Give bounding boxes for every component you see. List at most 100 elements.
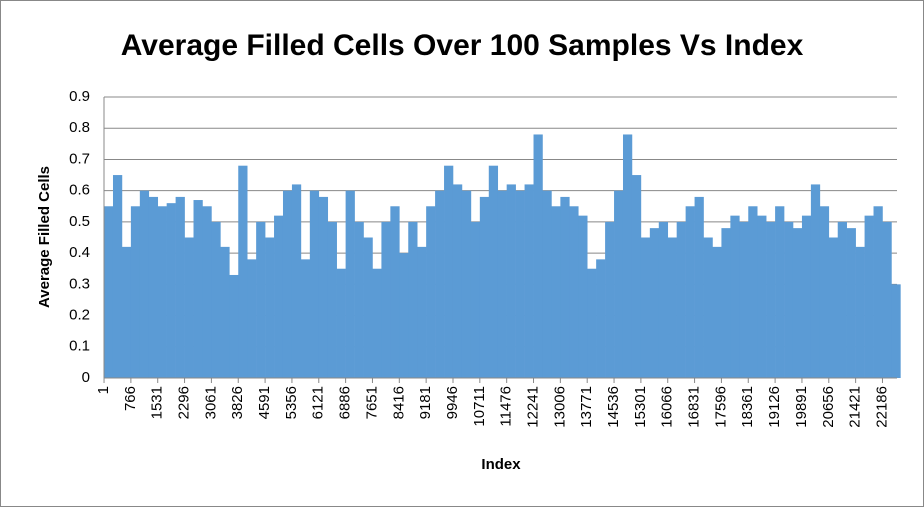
- bar: [363, 237, 373, 378]
- bar: [882, 221, 892, 378]
- bar: [444, 165, 454, 378]
- bar: [274, 215, 284, 378]
- bar: [175, 196, 185, 378]
- y-tick-label: 0.3: [69, 275, 90, 292]
- bar: [828, 237, 839, 378]
- bar: [309, 190, 320, 378]
- bar: [497, 190, 507, 378]
- bar: [238, 165, 248, 378]
- bar: [551, 206, 561, 378]
- bar: [873, 206, 883, 378]
- bar: [855, 246, 865, 378]
- bar: [399, 253, 409, 378]
- bar: [506, 184, 516, 378]
- bar: [345, 190, 355, 378]
- x-tick-label: 21421: [847, 386, 864, 428]
- bar: [891, 284, 901, 378]
- x-tick-label: 9946: [444, 386, 461, 419]
- x-tick-label: 7651: [363, 386, 380, 419]
- x-tick-label: 9181: [417, 386, 434, 419]
- bar: [220, 246, 230, 378]
- y-tick-label: 0.8: [69, 119, 90, 136]
- bar: [837, 221, 847, 378]
- bar: [784, 221, 794, 378]
- bar: [792, 228, 803, 378]
- x-tick-label: 3826: [229, 386, 246, 419]
- x-tick-label: 4591: [256, 386, 273, 419]
- bar: [801, 215, 812, 378]
- y-axis-title: Average Filled Cells: [36, 166, 53, 308]
- bar: [426, 206, 436, 378]
- bar: [775, 206, 785, 378]
- x-tick-label: 10711: [471, 386, 488, 427]
- x-tick-label: 19126: [766, 386, 783, 428]
- x-tick-label: 13006: [551, 386, 568, 428]
- bar: [157, 206, 167, 378]
- x-tick-label: 11476: [498, 386, 515, 427]
- bar: [846, 228, 856, 378]
- x-tick-label: 6886: [337, 386, 354, 419]
- bar: [667, 237, 677, 378]
- bar: [202, 206, 212, 378]
- x-tick-label: 16831: [686, 386, 703, 428]
- x-tick-label: 1531: [149, 386, 166, 419]
- x-tick-label: 15301: [632, 386, 649, 428]
- x-tick-label: 20656: [820, 386, 837, 428]
- bar: [757, 215, 767, 378]
- bar: [569, 206, 579, 378]
- bar: [864, 215, 874, 378]
- bar: [748, 206, 758, 378]
- bar: [587, 268, 597, 378]
- bar: [256, 221, 266, 378]
- bar: [336, 268, 346, 378]
- bar: [166, 203, 176, 378]
- bar: [524, 184, 534, 378]
- bar: [327, 221, 337, 378]
- bar: [640, 237, 651, 378]
- bar: [435, 190, 445, 378]
- x-tick-label: 766: [122, 386, 139, 411]
- y-tick-label: 0.1: [69, 338, 90, 355]
- bar: [300, 259, 311, 378]
- bar: [658, 221, 669, 378]
- x-tick-label: 22186: [873, 386, 890, 428]
- bar: [282, 190, 293, 378]
- x-tick-label: 17596: [712, 386, 729, 428]
- bar: [631, 175, 642, 378]
- bar: [139, 190, 150, 378]
- bar: [112, 175, 123, 378]
- bar: [318, 196, 329, 378]
- y-tick-label: 0.4: [69, 244, 90, 261]
- bar: [578, 215, 588, 378]
- x-tick-label: 1: [95, 386, 112, 394]
- bar: [614, 190, 624, 378]
- bar: [703, 237, 713, 378]
- bar: [291, 184, 302, 378]
- bar: [461, 190, 472, 378]
- bar: [605, 221, 615, 378]
- bar: [515, 190, 525, 378]
- bar: [148, 196, 159, 378]
- x-tick-label: 19891: [793, 386, 810, 428]
- chart-title: Average Filled Cells Over 100 Samples Vs…: [121, 29, 804, 62]
- bar: [229, 274, 239, 378]
- x-tick-label: 13771: [578, 386, 595, 428]
- y-tick-label: 0.7: [69, 150, 90, 167]
- bar: [354, 221, 364, 378]
- bar: [739, 221, 749, 378]
- bar: [676, 221, 686, 378]
- bar: [265, 237, 275, 378]
- y-tick-label: 0.9: [69, 88, 90, 105]
- bar: [721, 228, 731, 378]
- bar: [211, 221, 221, 378]
- bar: [712, 246, 722, 378]
- x-tick-label: 16066: [659, 386, 676, 428]
- bar: [694, 196, 704, 378]
- bar: [685, 206, 695, 378]
- y-tick-label: 0.2: [69, 307, 90, 324]
- bar: [193, 200, 203, 378]
- bar: [730, 215, 740, 378]
- bar: [121, 246, 132, 378]
- bar: [596, 259, 606, 378]
